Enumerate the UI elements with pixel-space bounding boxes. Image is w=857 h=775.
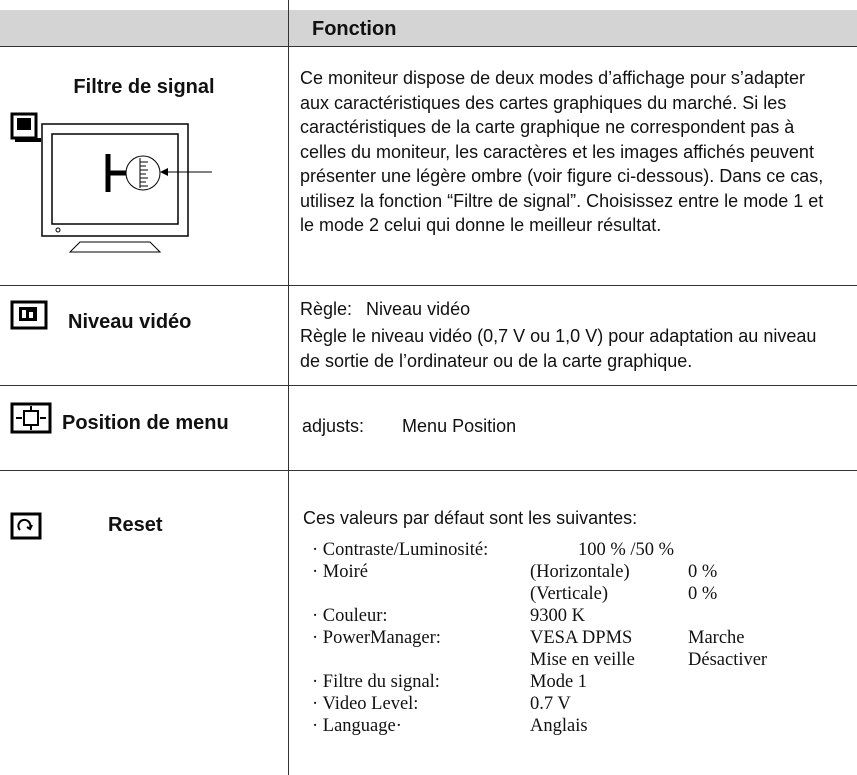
item-value: Désactiver bbox=[688, 650, 768, 670]
row-label: Filtre de signal bbox=[73, 76, 215, 98]
item-name: · Moiré bbox=[312, 562, 368, 582]
item-name: · PowerManager: bbox=[312, 628, 441, 648]
icon bbox=[10, 402, 52, 434]
header-title: Fonction bbox=[312, 18, 397, 40]
paragraph: Règle le niveau vidéo (0,7 V ou 1,0 V) p… bbox=[300, 326, 817, 371]
icon bbox=[10, 512, 42, 540]
header-band bbox=[0, 10, 857, 46]
item-name: · Language· bbox=[312, 716, 402, 736]
setting-key: adjusts: bbox=[302, 416, 365, 436]
row-divider bbox=[0, 285, 857, 286]
item-name: · Video Level: bbox=[312, 694, 419, 714]
item-value: 0.7 V bbox=[530, 694, 571, 714]
setting-key: Règle: bbox=[300, 299, 353, 319]
row-divider bbox=[0, 385, 857, 386]
icon bbox=[10, 112, 41, 142]
item-value: Mise en veille bbox=[530, 650, 635, 670]
item-value: 100 % /50 % bbox=[578, 540, 675, 560]
row-label: Reset bbox=[108, 514, 163, 536]
row-label: Niveau vidéo bbox=[68, 311, 192, 333]
paragraph: Ce moniteur dispose de deux modes d’affi… bbox=[300, 68, 824, 235]
column-divider bbox=[288, 0, 289, 775]
item-value: 9300 K bbox=[530, 606, 585, 626]
setting-line: Règle: Niveau vidéo bbox=[300, 297, 470, 322]
setting-value: Niveau vidéo bbox=[366, 299, 471, 319]
item-value: 0 % bbox=[688, 562, 718, 582]
item-name: · Filtre du signal: bbox=[312, 672, 440, 692]
setting-line: adjusts: Menu Position bbox=[302, 414, 516, 439]
item-value: (Horizontale) bbox=[530, 562, 630, 582]
item-name: · Contraste/Luminosité: bbox=[312, 540, 489, 560]
setting-value: Menu Position bbox=[402, 416, 517, 436]
item-value: Marche bbox=[688, 628, 745, 648]
item-value: VESA DPMS bbox=[530, 628, 633, 648]
item-value: Mode 1 bbox=[530, 672, 588, 692]
row-label: Position de menu bbox=[62, 412, 229, 434]
item-name: · Couleur: bbox=[312, 606, 388, 626]
monitor-figure bbox=[41, 123, 212, 253]
icon bbox=[10, 300, 48, 330]
item-value: Anglais bbox=[530, 716, 588, 736]
row-divider bbox=[0, 470, 857, 471]
intro: Ces valeurs par défaut sont les suivante… bbox=[303, 508, 638, 528]
item-value: 0 % bbox=[688, 584, 718, 604]
item-value: (Verticale) bbox=[530, 584, 609, 604]
row-divider bbox=[0, 46, 857, 47]
